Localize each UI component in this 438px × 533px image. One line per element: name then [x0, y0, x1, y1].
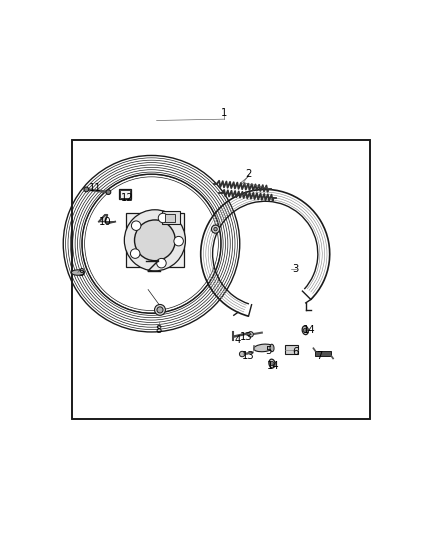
Text: 10: 10 — [99, 217, 111, 227]
Text: 9: 9 — [78, 268, 85, 278]
Bar — [72, 140, 371, 418]
Circle shape — [240, 351, 245, 357]
Bar — [315, 351, 332, 356]
Ellipse shape — [254, 344, 273, 352]
Bar — [285, 345, 298, 354]
Text: 4: 4 — [235, 335, 241, 345]
Bar — [72, 140, 371, 418]
Text: 5: 5 — [265, 345, 272, 356]
Text: 13: 13 — [240, 332, 253, 342]
Text: 2: 2 — [246, 169, 252, 179]
Circle shape — [124, 210, 185, 271]
Bar — [165, 214, 175, 222]
Bar — [162, 211, 180, 224]
Bar — [119, 189, 131, 199]
Circle shape — [212, 225, 219, 233]
Text: 1: 1 — [221, 108, 228, 118]
Ellipse shape — [302, 326, 308, 335]
Circle shape — [84, 187, 88, 192]
Polygon shape — [99, 215, 115, 223]
Text: 7: 7 — [316, 351, 323, 361]
Circle shape — [131, 249, 140, 259]
Text: 8: 8 — [155, 325, 162, 335]
Circle shape — [270, 361, 274, 366]
Circle shape — [134, 220, 175, 261]
Circle shape — [131, 221, 141, 230]
Bar — [120, 190, 130, 198]
Circle shape — [303, 328, 307, 332]
Text: 11: 11 — [89, 183, 102, 193]
Text: 3: 3 — [293, 264, 299, 274]
Text: 14: 14 — [267, 361, 279, 371]
Circle shape — [106, 190, 111, 195]
Text: 13: 13 — [242, 351, 254, 361]
Circle shape — [174, 237, 184, 246]
Ellipse shape — [269, 359, 275, 368]
Ellipse shape — [71, 270, 84, 275]
Circle shape — [214, 228, 217, 231]
Circle shape — [157, 259, 166, 268]
Ellipse shape — [270, 344, 274, 352]
Circle shape — [157, 307, 163, 313]
Circle shape — [155, 304, 166, 316]
Bar — [126, 213, 184, 268]
Circle shape — [248, 332, 253, 337]
Text: 14: 14 — [303, 325, 316, 335]
Circle shape — [158, 213, 168, 223]
Text: 6: 6 — [293, 348, 299, 357]
Text: 12: 12 — [121, 193, 134, 203]
